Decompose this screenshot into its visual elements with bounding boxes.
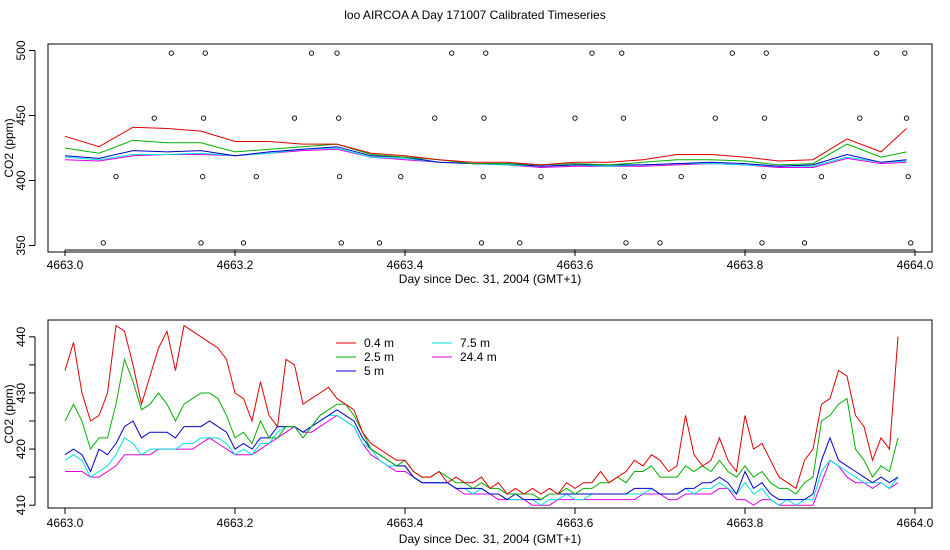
marker-point	[478, 240, 485, 246]
marker-group	[100, 50, 914, 246]
panel-top: 4663.0 4663.2 4663.4 4663.6 4663.8 4664.0 Day …	[2, 40, 934, 286]
x-axis-label: Day since Dec. 31, 2004 (GMT+1)	[399, 272, 581, 286]
marker-point	[240, 240, 247, 246]
marker-point	[903, 115, 910, 121]
x-tick-label: 4663.4	[387, 516, 424, 530]
y-tick-label: 450	[14, 105, 28, 125]
marker-point	[376, 240, 383, 246]
y-axis: 410 420 430 440	[14, 327, 36, 515]
y-tick-label: 410	[14, 495, 28, 515]
marker-point	[517, 240, 523, 246]
y-tick-label: 420	[14, 439, 28, 459]
x-tick-label: 4663.8	[727, 258, 764, 272]
marker-point	[763, 50, 769, 56]
marker-point	[291, 115, 298, 121]
series-line-5-mm	[64, 409, 899, 501]
marker-point	[620, 115, 627, 121]
marker-point	[432, 115, 438, 121]
marker-point	[334, 50, 340, 56]
marker-point	[200, 115, 207, 121]
marker-point	[113, 173, 119, 180]
marker-point	[336, 173, 343, 180]
x-tick-label: 4663.6	[557, 258, 594, 272]
marker-point	[151, 115, 157, 121]
marker-point	[857, 115, 863, 121]
plot-frame	[47, 43, 933, 253]
marker-point	[308, 50, 315, 56]
y-axis-label: CO2 (ppm)	[2, 384, 16, 443]
marker-point	[908, 240, 914, 246]
legend: 0.4 m2.5 m5 m 7.5 m24.4 m	[336, 336, 497, 378]
marker-point	[100, 240, 106, 246]
y-tick-label: 430	[14, 383, 28, 403]
marker-point	[801, 240, 808, 246]
series-line-0-4-mm	[64, 126, 907, 166]
y-tick-label: 500	[14, 40, 28, 60]
x-axis-label: Day since Dec. 31, 2004 (GMT+1)	[399, 532, 581, 546]
series-line-2-5-mm	[64, 139, 907, 166]
marker-point	[619, 50, 625, 56]
plot-area	[64, 324, 899, 506]
marker-point	[572, 115, 578, 121]
x-tick-label: 4664.0	[897, 516, 934, 530]
marker-point	[589, 50, 595, 56]
marker-point	[538, 173, 544, 180]
marker-point	[678, 173, 684, 180]
marker-point	[759, 240, 765, 246]
marker-point	[874, 50, 880, 56]
y-tick-label: 350	[14, 235, 28, 255]
marker-point	[481, 115, 487, 121]
marker-point	[168, 50, 174, 56]
marker-point	[761, 115, 768, 121]
legend-label: 2.5 m	[364, 350, 394, 364]
marker-point	[623, 240, 629, 246]
x-tick-label: 4663.2	[217, 258, 254, 272]
panel-bottom: 4663.0 4663.2 4663.4 4663.6 4663.8 4664.0 Day …	[2, 319, 934, 546]
x-tick-label: 4663.2	[217, 516, 254, 530]
x-tick-label: 4663.8	[727, 516, 764, 530]
marker-point	[336, 115, 342, 121]
figure-title: loo AIRCOA A Day 171007 Calibrated Times…	[344, 8, 605, 22]
legend-label: 24.4 m	[460, 350, 497, 364]
marker-point	[905, 173, 911, 180]
x-tick-label: 4663.4	[387, 258, 424, 272]
marker-point	[712, 115, 718, 121]
marker-point	[657, 240, 663, 246]
y-tick-label: 400	[14, 170, 28, 190]
marker-point	[729, 50, 735, 56]
marker-point	[483, 50, 489, 56]
marker-point	[818, 173, 825, 180]
x-axis: 4663.0 4663.2 4663.4 4663.6 4663.8 4664.0	[47, 249, 934, 272]
marker-point	[338, 240, 344, 246]
marker-point	[202, 50, 208, 56]
legend-label: 5 m	[364, 364, 384, 378]
series-line-7-5-mm	[64, 414, 899, 506]
x-tick-label: 4664.0	[897, 258, 934, 272]
x-tick-label: 4663.6	[557, 516, 594, 530]
legend-label: 0.4 m	[364, 336, 394, 350]
series-line-24-4-mm	[65, 414, 899, 506]
marker-point	[761, 173, 767, 180]
legend-label: 7.5 m	[460, 336, 490, 350]
marker-point	[200, 173, 206, 180]
y-tick-label: 440	[14, 327, 28, 347]
marker-point	[198, 240, 204, 246]
y-axis: 350 400 450 500	[14, 40, 36, 256]
series-line-2-5-mm	[64, 357, 899, 501]
x-tick-label: 4663.0	[47, 258, 84, 272]
marker-point	[621, 173, 627, 180]
marker-point	[902, 50, 908, 56]
y-axis-label: CO2 (ppm)	[2, 118, 16, 177]
x-tick-label: 4663.0	[47, 516, 84, 530]
series-line-0-4-mm	[64, 324, 899, 495]
marker-point	[449, 50, 455, 56]
marker-point	[398, 173, 404, 180]
marker-point	[480, 173, 486, 180]
marker-point	[253, 173, 259, 180]
plot-area	[64, 50, 914, 246]
x-axis: 4663.0 4663.2 4663.4 4663.6 4663.8 4664.0	[47, 507, 934, 530]
